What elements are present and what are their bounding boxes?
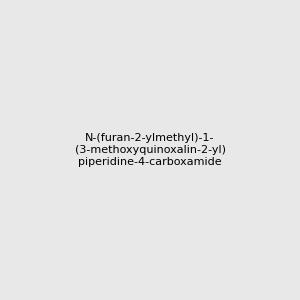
Text: N-(furan-2-ylmethyl)-1-
(3-methoxyquinoxalin-2-yl)
piperidine-4-carboxamide: N-(furan-2-ylmethyl)-1- (3-methoxyquinox… xyxy=(74,134,226,166)
